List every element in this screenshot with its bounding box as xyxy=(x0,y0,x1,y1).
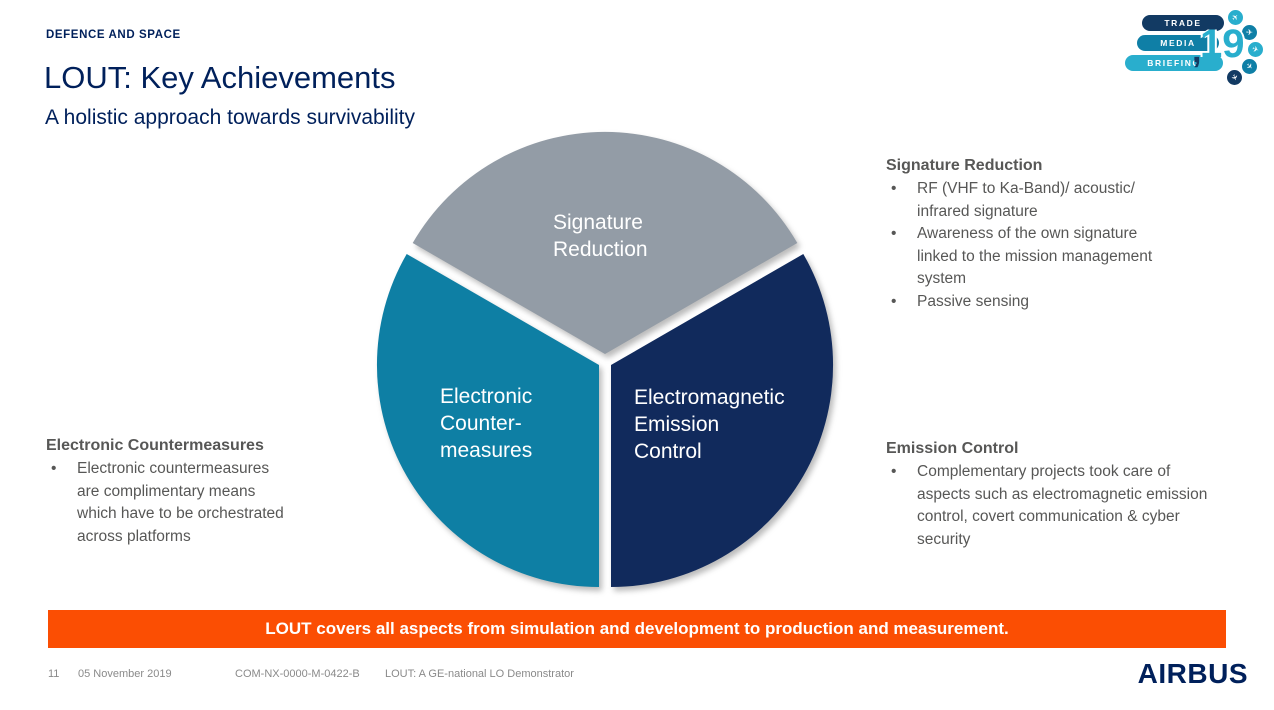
footer-doc-title: LOUT: A GE-national LO Demonstrator xyxy=(385,668,574,680)
note-heading: Signature Reduction xyxy=(886,157,1043,174)
segment-electronic-countermeasures xyxy=(376,254,599,587)
helicopter-icon-glyph: ✈ xyxy=(1250,44,1261,55)
satellite-icon: ✈ xyxy=(1227,70,1242,85)
page-subtitle: A holistic approach towards survivabilit… xyxy=(45,106,416,129)
eyebrow-defence-and-space: DEFENCE AND SPACE xyxy=(46,29,181,41)
segment-label-electromagnetic-emission-control: Electromagnetic Emission Control xyxy=(634,386,785,463)
badge-pill-media: MEDIA xyxy=(1137,35,1219,51)
note-heading: Emission Control xyxy=(886,440,1019,457)
satellite-icon-glyph: ✈ xyxy=(1229,72,1240,83)
note-bullet: Complementary projects took care of aspe… xyxy=(886,461,1216,551)
note-signature-reduction: Signature Reduction RF (VHF to Ka-Band)/… xyxy=(886,157,1178,313)
note-list: RF (VHF to Ka-Band)/ acoustic/ infrared … xyxy=(886,178,1178,313)
badge-year-mark: , xyxy=(1192,32,1202,70)
uav-icon: ✈ xyxy=(1242,59,1257,74)
badge-pill-trade: TRADE xyxy=(1142,15,1224,31)
segment-signature-reduction xyxy=(412,131,798,354)
segment-label-signature-reduction: Signature Reduction xyxy=(553,211,648,261)
footer-date: 05 November 2019 xyxy=(78,668,172,680)
note-list: Electronic countermeasures are complimen… xyxy=(46,458,346,548)
segment-electromagnetic-emission-control xyxy=(611,254,834,587)
note-bullet: Awareness of the own signature linked to… xyxy=(886,223,1178,291)
note-list: Complementary projects took care of aspe… xyxy=(886,461,1226,551)
trade-media-briefing-badge: TRADE MEDIA BRIEFING , 19 ✈ ✈ ✈ ✈ ✈ xyxy=(1118,8,1270,85)
note-heading: Electronic Countermeasures xyxy=(46,437,264,454)
survivability-pie-diagram xyxy=(376,131,834,587)
note-electronic-countermeasures: Electronic Countermeasures Electronic co… xyxy=(46,437,346,548)
key-message-banner: LOUT covers all aspects from simulation … xyxy=(48,610,1226,648)
helicopter-icon: ✈ xyxy=(1248,42,1263,57)
page-number: 11 xyxy=(48,668,60,680)
key-message-text: LOUT covers all aspects from simulation … xyxy=(265,619,1009,638)
badge-pill-briefing: BRIEFING xyxy=(1125,55,1223,71)
note-emission-control: Emission Control Complementary projects … xyxy=(886,440,1226,551)
note-bullet: RF (VHF to Ka-Band)/ acoustic/ infrared … xyxy=(886,178,1178,223)
segment-label-electronic-countermeasures: Electronic Counter- measures xyxy=(440,385,533,462)
fighter-jet-icon: ✈ xyxy=(1242,25,1257,40)
uav-icon-glyph: ✈ xyxy=(1243,60,1256,73)
aircraft-icon: ✈ xyxy=(1228,10,1243,25)
note-bullet: Passive sensing xyxy=(886,291,1178,314)
page-title: LOUT: Key Achievements xyxy=(44,60,396,95)
note-bullet: Electronic countermeasures are complimen… xyxy=(46,458,294,548)
badge-year: 19 xyxy=(1200,22,1245,66)
footer-doc-ref: COM-NX-0000-M-0422-B xyxy=(235,668,360,680)
airbus-logo: AIRBUS xyxy=(1137,658,1248,689)
fighter-jet-icon-glyph: ✈ xyxy=(1246,28,1253,37)
